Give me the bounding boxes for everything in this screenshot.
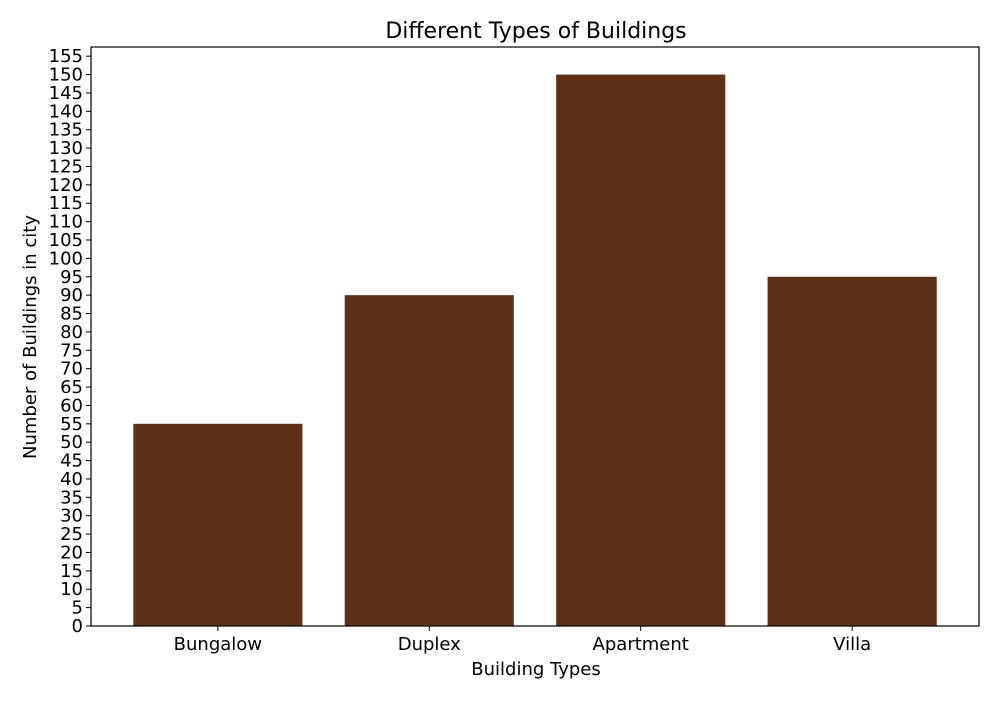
y-tick-label: 5: [72, 598, 83, 619]
x-tick-label-villa: Villa: [833, 634, 871, 655]
y-tick-label: 145: [49, 83, 83, 104]
bar-duplex: [344, 295, 514, 626]
bars-layer: [133, 74, 937, 627]
y-tick-label: 135: [49, 120, 83, 141]
y-tick-label: 10: [60, 579, 83, 600]
y-tick-label: 65: [60, 377, 83, 398]
x-tick-label-duplex: Duplex: [398, 634, 461, 655]
y-tick-label: 45: [60, 451, 83, 472]
y-tick-label: 95: [60, 267, 83, 288]
bar-villa: [767, 276, 937, 626]
y-tick-label: 115: [49, 193, 83, 214]
y-tick-label: 20: [60, 542, 83, 563]
y-tick-label: 70: [60, 359, 83, 380]
y-tick-label: 25: [60, 524, 83, 545]
y-tick-label: 110: [49, 212, 83, 233]
x-axis-label: Building Types: [471, 659, 600, 680]
chart-title: Different Types of Buildings: [385, 19, 686, 44]
bar-bungalow: [133, 423, 303, 626]
y-tick-label: 125: [49, 156, 83, 177]
x-tick-label-apartment: Apartment: [593, 634, 689, 655]
y-tick-label: 100: [49, 248, 83, 269]
x-tick-label-bungalow: Bungalow: [174, 634, 262, 655]
y-tick-label: 130: [49, 138, 83, 159]
y-tick-label: 155: [49, 46, 83, 67]
y-tick-label: 120: [49, 175, 83, 196]
y-tick-label: 35: [60, 487, 83, 508]
y-tick-label: 140: [49, 101, 83, 122]
y-tick-label: 0: [72, 616, 83, 637]
y-tick-label: 150: [49, 65, 83, 86]
y-tick-label: 85: [60, 304, 83, 325]
y-axis-ticks: 0510152025303540455055606570758085909510…: [49, 46, 91, 637]
y-tick-label: 105: [49, 230, 83, 251]
y-tick-label: 90: [60, 285, 83, 306]
y-tick-label: 40: [60, 469, 83, 490]
x-axis-ticks: Bungalow Duplex Apartment Villa: [174, 626, 871, 655]
y-tick-label: 80: [60, 322, 83, 343]
y-axis-label: Number of Buildings in city: [20, 215, 41, 459]
y-tick-label: 75: [60, 340, 83, 361]
y-tick-label: 15: [60, 561, 83, 582]
bar-apartment: [556, 74, 726, 627]
y-tick-label: 60: [60, 395, 83, 416]
y-tick-label: 55: [60, 414, 83, 435]
y-tick-label: 30: [60, 506, 83, 527]
y-tick-label: 50: [60, 432, 83, 453]
plot-frame: [90, 46, 980, 627]
